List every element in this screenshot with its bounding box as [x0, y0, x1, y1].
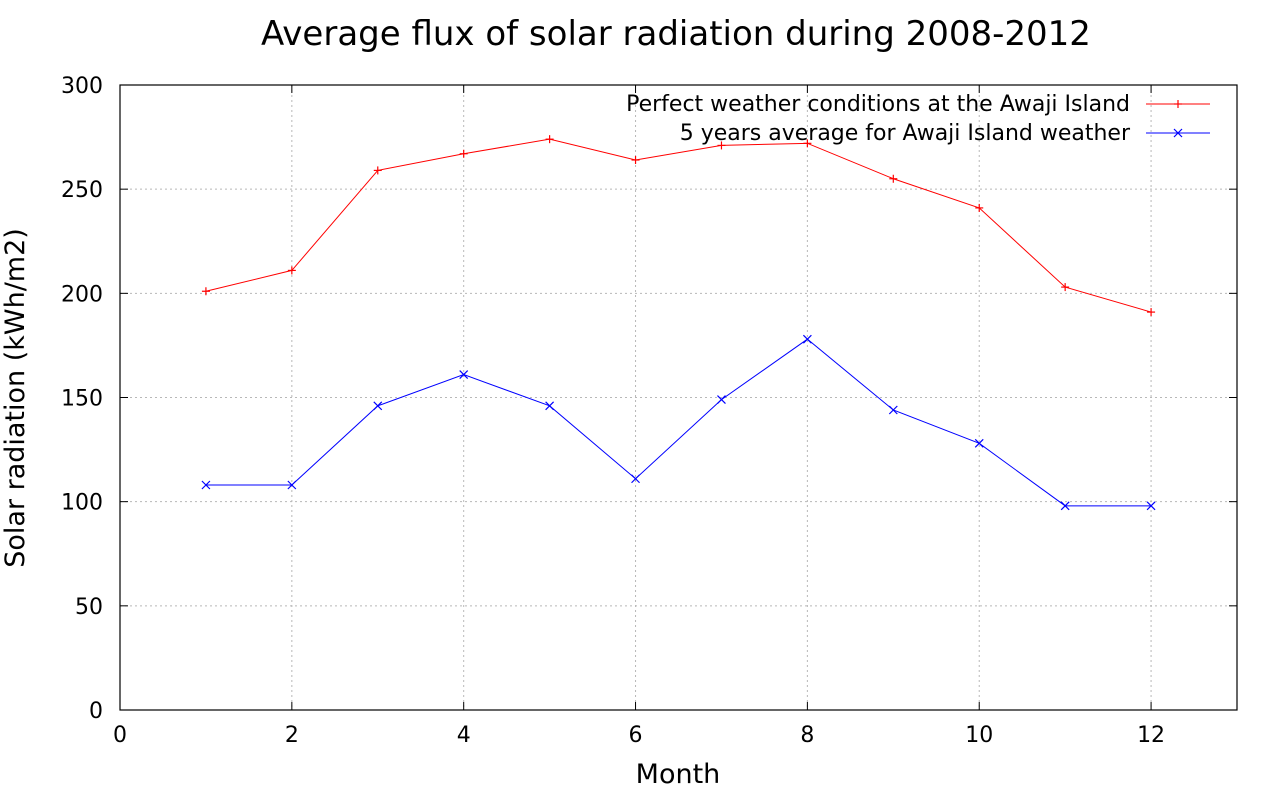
axis-ticks: 0 2 4 6 8 10 12 0 50 100 150 200 250 300 — [61, 74, 1237, 748]
y-axis-label: Solar radiation (kWh/m2) — [0, 228, 31, 568]
data-point — [1147, 308, 1156, 317]
legend: Perfect weather conditions at the Awaji … — [626, 92, 1210, 146]
data-point — [459, 370, 469, 380]
data-point — [889, 174, 898, 183]
series-line-2 — [205, 338, 1152, 507]
data-point — [1060, 501, 1070, 511]
grid-lines — [120, 85, 1237, 710]
legend-entry-2: 5 years average for Awaji Island weather — [680, 121, 1210, 146]
plot-frame — [119, 84, 1238, 711]
x-tick-label: 6 — [629, 723, 643, 748]
legend-entry-1: Perfect weather conditions at the Awaji … — [626, 92, 1210, 117]
data-point — [974, 438, 984, 448]
data-point — [1146, 501, 1156, 511]
legend-swatch-marker — [1174, 100, 1182, 108]
y-tick-label: 100 — [61, 491, 103, 516]
y-tick-label: 0 — [89, 699, 103, 724]
series-1 — [201, 135, 1156, 317]
y-tick-label: 150 — [61, 387, 103, 412]
data-point — [888, 405, 898, 415]
data-point — [975, 203, 984, 212]
data-series — [201, 135, 1156, 511]
data-point — [631, 156, 640, 164]
data-point — [631, 474, 640, 484]
data-point — [287, 266, 296, 275]
data-point — [545, 135, 554, 144]
data-point — [287, 480, 297, 490]
x-tick-label: 12 — [1137, 723, 1165, 748]
legend-swatch-marker — [1173, 128, 1183, 138]
y-tick-label: 200 — [61, 282, 103, 307]
data-point — [1061, 283, 1070, 292]
x-tick-label: 2 — [285, 723, 299, 748]
x-tick-label: 4 — [457, 723, 471, 748]
data-point — [459, 149, 468, 158]
series-line-1 — [205, 138, 1152, 313]
data-point — [545, 401, 555, 411]
data-point — [373, 401, 383, 411]
data-point — [201, 480, 211, 490]
x-tick-label: 10 — [965, 723, 993, 748]
y-tick-label: 50 — [75, 595, 103, 620]
legend-label: Perfect weather conditions at the Awaji … — [626, 92, 1130, 117]
x-tick-label: 8 — [800, 723, 814, 748]
data-point — [373, 166, 382, 175]
data-point — [802, 334, 812, 344]
series-2 — [201, 334, 1156, 511]
x-axis-label: Month — [636, 759, 721, 790]
data-point — [717, 395, 726, 405]
x-tick-label: 0 — [113, 723, 127, 748]
data-point — [201, 287, 210, 296]
data-point — [803, 139, 812, 148]
data-point — [717, 141, 726, 150]
legend-label: 5 years average for Awaji Island weather — [680, 121, 1131, 146]
y-tick-label: 300 — [61, 74, 103, 99]
y-tick-label: 250 — [61, 178, 103, 203]
chart-title: Average flux of solar radiation during 2… — [261, 14, 1091, 54]
